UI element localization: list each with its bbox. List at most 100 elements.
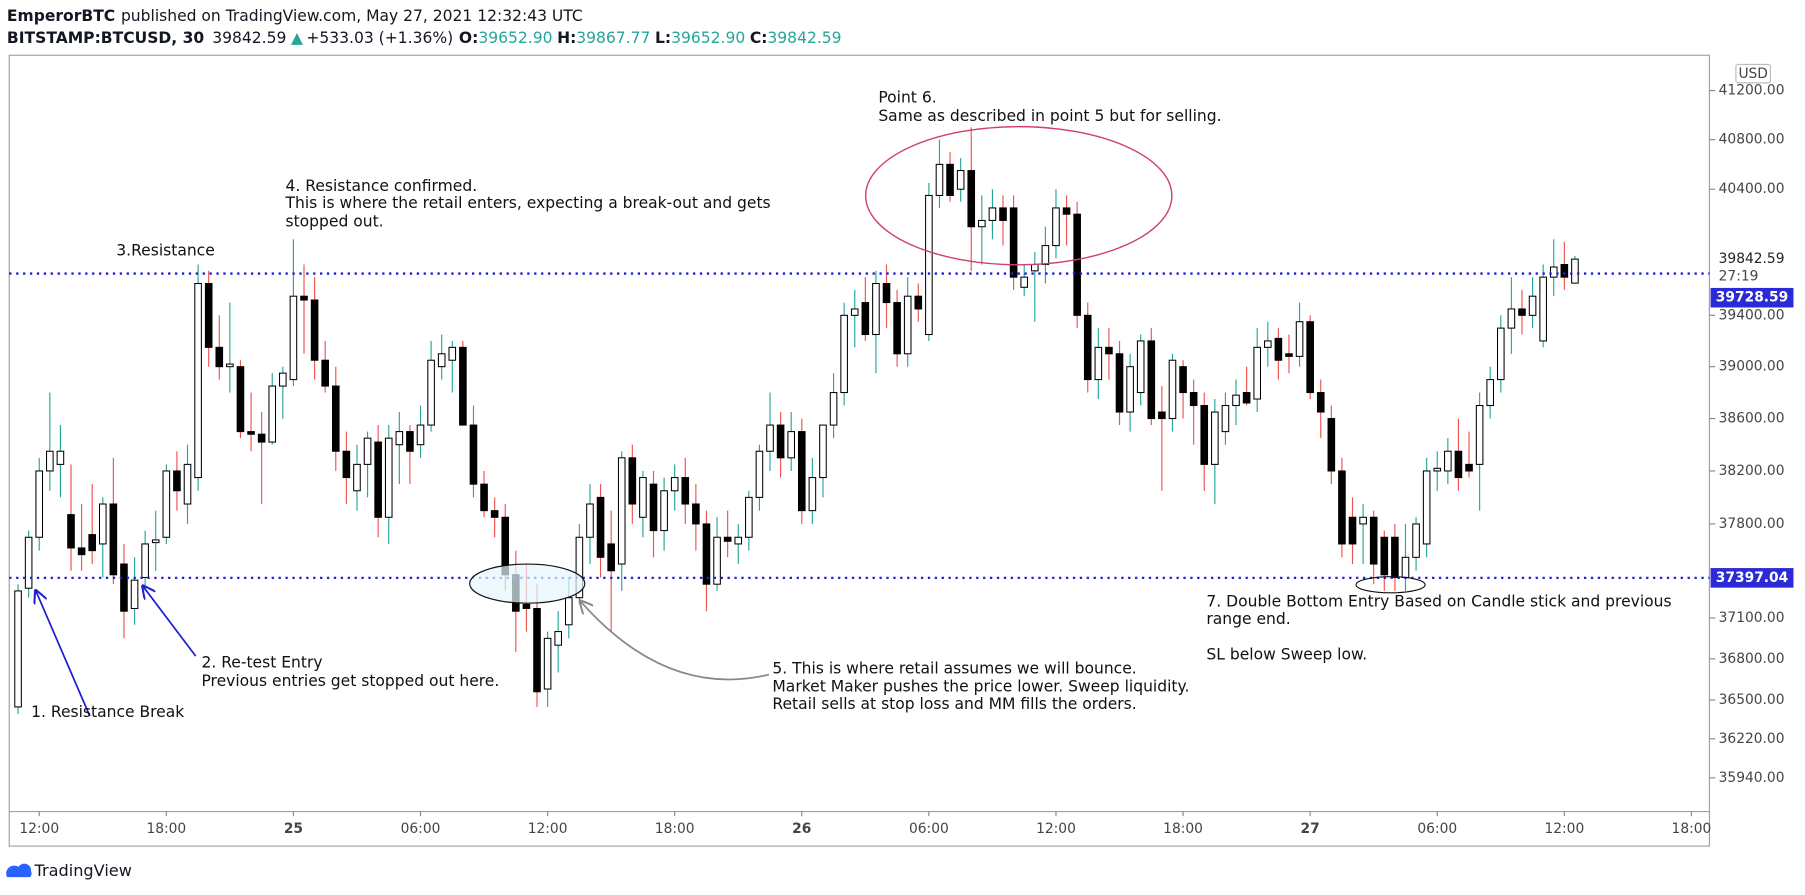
arrow [143, 586, 197, 657]
candle-body [787, 431, 795, 459]
candle-body [649, 483, 658, 532]
candle-body [109, 503, 118, 576]
x-tick-label: 12:00 [528, 821, 568, 837]
candle-body [1507, 308, 1516, 329]
candle-body [872, 282, 880, 336]
candle-body [988, 207, 997, 221]
candle-body [162, 470, 171, 538]
candle-body [840, 314, 848, 394]
candle-body [1496, 327, 1505, 381]
candle-body [300, 295, 308, 301]
candle-body [946, 163, 954, 196]
candle-body [702, 523, 711, 585]
candle-body [1306, 321, 1314, 394]
l-label: L: [655, 28, 671, 46]
candle-body [1147, 340, 1156, 420]
l: 39652.90 [671, 28, 745, 46]
candle-body [194, 282, 202, 479]
candle-body [1158, 411, 1166, 420]
candle-body [1369, 516, 1378, 565]
candle-body [1285, 353, 1293, 357]
candle-body [533, 607, 541, 693]
candle-body [914, 295, 923, 310]
y-tick-label: 38200.00 [1719, 463, 1785, 479]
candle-body [1083, 314, 1092, 381]
currency: USD [1738, 66, 1767, 82]
candle-body [1073, 213, 1081, 316]
candle-body [1263, 340, 1272, 348]
x-tick-label: 12:00 [1544, 821, 1584, 837]
candle-body [1179, 366, 1187, 394]
candle-body [215, 346, 224, 368]
candle-body [1475, 405, 1484, 465]
candle-body [1030, 263, 1039, 272]
candle-body [628, 457, 637, 505]
candle-body [596, 496, 605, 558]
candle-body [331, 385, 340, 452]
candle-body [1444, 450, 1452, 472]
arrow [580, 601, 770, 681]
candle-body [755, 450, 764, 498]
c: 39842.59 [767, 28, 841, 46]
candle-body [586, 503, 594, 538]
candle-body [56, 450, 65, 465]
x-tick-label: 06:00 [1417, 821, 1457, 837]
annotation: Previous entries get stopped out here. [201, 672, 499, 690]
y-tick-label: 37800.00 [1719, 516, 1785, 532]
candle-body [1316, 392, 1325, 413]
x-tick-label: 26 [792, 821, 811, 837]
price-label-box [1710, 287, 1794, 308]
o: 39652.90 [478, 28, 552, 46]
candle-body [1327, 418, 1336, 472]
candle-body [1401, 556, 1410, 578]
candle-body [1041, 245, 1050, 266]
candle-body [723, 536, 732, 542]
candle-body [310, 299, 319, 361]
candle-body [67, 514, 75, 549]
price-label-box [1710, 568, 1794, 588]
candle-body [35, 470, 44, 538]
candle-body [1221, 405, 1230, 433]
candle-body [967, 170, 976, 228]
annotation: Retail sells at stop loss and MM fills t… [772, 695, 1136, 713]
x-tick-label: 06:00 [909, 821, 949, 837]
last: 39842.59 [212, 28, 286, 46]
candle-body [734, 536, 743, 545]
candle-body [406, 431, 414, 452]
candle-body [480, 483, 488, 512]
candle-body [564, 597, 573, 626]
h-label: H: [557, 28, 576, 46]
last-price: 39842.59 [1719, 251, 1785, 267]
candle-body [713, 536, 721, 585]
candle-body [183, 463, 192, 505]
y-tick-label: 36220.00 [1719, 731, 1785, 747]
candle-body [978, 219, 986, 228]
candle-body [903, 295, 912, 355]
candle-body [1528, 295, 1537, 316]
candle-body [522, 603, 531, 610]
x-tick-label: 18:00 [1672, 821, 1712, 837]
candle-body [935, 163, 944, 196]
candle-body [1274, 337, 1283, 361]
frame: USD [8, 54, 1772, 847]
x-tick-label: 12:00 [19, 821, 59, 837]
candle-body [639, 477, 647, 518]
annotation: This is where the retail enters, expecti… [284, 194, 770, 212]
annotation: Same as described in point 5 but for sel… [878, 107, 1221, 125]
annotation: 1. Resistance Break [31, 703, 184, 721]
y-tick-label: 36500.00 [1719, 692, 1785, 708]
candle-body [204, 282, 213, 348]
candle-body [469, 424, 478, 485]
annotation: stopped out. [285, 213, 383, 231]
candle-body [1465, 463, 1473, 472]
candle-body [1189, 392, 1198, 407]
candle-body [1253, 346, 1262, 400]
annotation: Point 6. [878, 88, 936, 106]
candle-body [607, 543, 615, 572]
price-label: 39728.59 [1716, 290, 1788, 306]
y-tick-label: 38600.00 [1719, 411, 1785, 427]
annotation: range end. [1206, 610, 1290, 628]
candle-body [1200, 405, 1209, 465]
candle-body [1136, 340, 1145, 394]
